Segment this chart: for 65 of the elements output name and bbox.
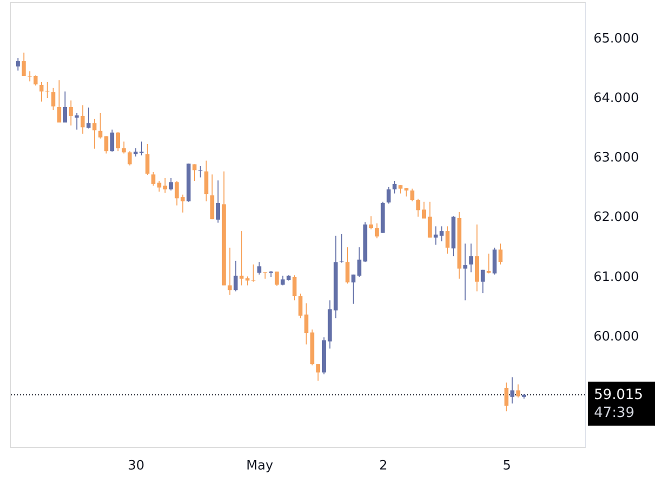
- candlestick: [92, 118, 96, 150]
- candlestick: [57, 80, 62, 123]
- candlestick: [228, 247, 232, 296]
- candlestick: [128, 150, 132, 166]
- candlestick: [110, 129, 114, 152]
- candlestick: [39, 81, 44, 102]
- candlestick: [80, 104, 85, 134]
- candlestick: [240, 230, 244, 286]
- candlestick: [216, 180, 220, 224]
- candlestick: [22, 52, 26, 76]
- candlestick: [292, 274, 297, 301]
- candlestick: [416, 198, 420, 218]
- candlestick: [504, 382, 508, 412]
- candlestick: [263, 272, 268, 280]
- candlestick: [122, 141, 126, 154]
- candlestick: [140, 141, 144, 156]
- candlestick: [86, 107, 91, 129]
- candlestick: [374, 222, 379, 239]
- candlestick: [516, 384, 520, 398]
- candlestick: [510, 376, 514, 404]
- y-tick-label: 64.000: [594, 90, 639, 106]
- text: 47:39: [594, 404, 634, 421]
- candlestick: [446, 226, 450, 254]
- candlestick: [198, 166, 202, 178]
- x-tick-label: 2: [379, 458, 388, 474]
- candlestick: [498, 243, 503, 265]
- candlestick: [163, 177, 168, 194]
- candlestick: [410, 188, 414, 202]
- x-tick-label: 5: [502, 458, 512, 474]
- candlestick: [68, 100, 73, 126]
- candlestick: [428, 201, 432, 238]
- candlestick: [168, 177, 173, 191]
- x-tick-label: May: [246, 458, 274, 474]
- candlestick: [492, 247, 497, 276]
- candlestick: [369, 216, 374, 230]
- x-tick-label: 30: [128, 458, 144, 474]
- candlestick: [480, 269, 485, 294]
- candlestick: [486, 253, 491, 274]
- y-tick-label: 63.000: [594, 150, 639, 166]
- y-tick-label: 60.000: [594, 330, 639, 345]
- candlestick: [386, 186, 391, 204]
- candlestick: [116, 132, 120, 152]
- candlestick: [257, 262, 262, 276]
- candlestick: [145, 143, 150, 176]
- candlestick: [51, 87, 56, 110]
- candlestick: [274, 271, 279, 286]
- candlestick: [422, 201, 426, 220]
- ref-line-label: 59.015: [594, 386, 643, 403]
- candlestick: [63, 90, 68, 123]
- candlestick: [192, 164, 196, 182]
- candlestick: [463, 243, 468, 301]
- candlestick: [316, 364, 320, 382]
- candlestick: [204, 160, 208, 202]
- candlestick: [34, 74, 38, 86]
- y-tick-label: 61.000: [594, 270, 639, 285]
- candlestick: [346, 246, 350, 284]
- candlestick: [298, 293, 302, 319]
- candlestick: [392, 180, 397, 194]
- candlestick: [234, 260, 238, 292]
- y-tick-label: 65.000: [594, 31, 639, 46]
- candlestick: [210, 174, 214, 220]
- y-tick-label: 62.000: [594, 210, 639, 226]
- candlestick: [351, 274, 356, 304]
- candlestick: [16, 58, 20, 72]
- candlestick: [469, 243, 474, 273]
